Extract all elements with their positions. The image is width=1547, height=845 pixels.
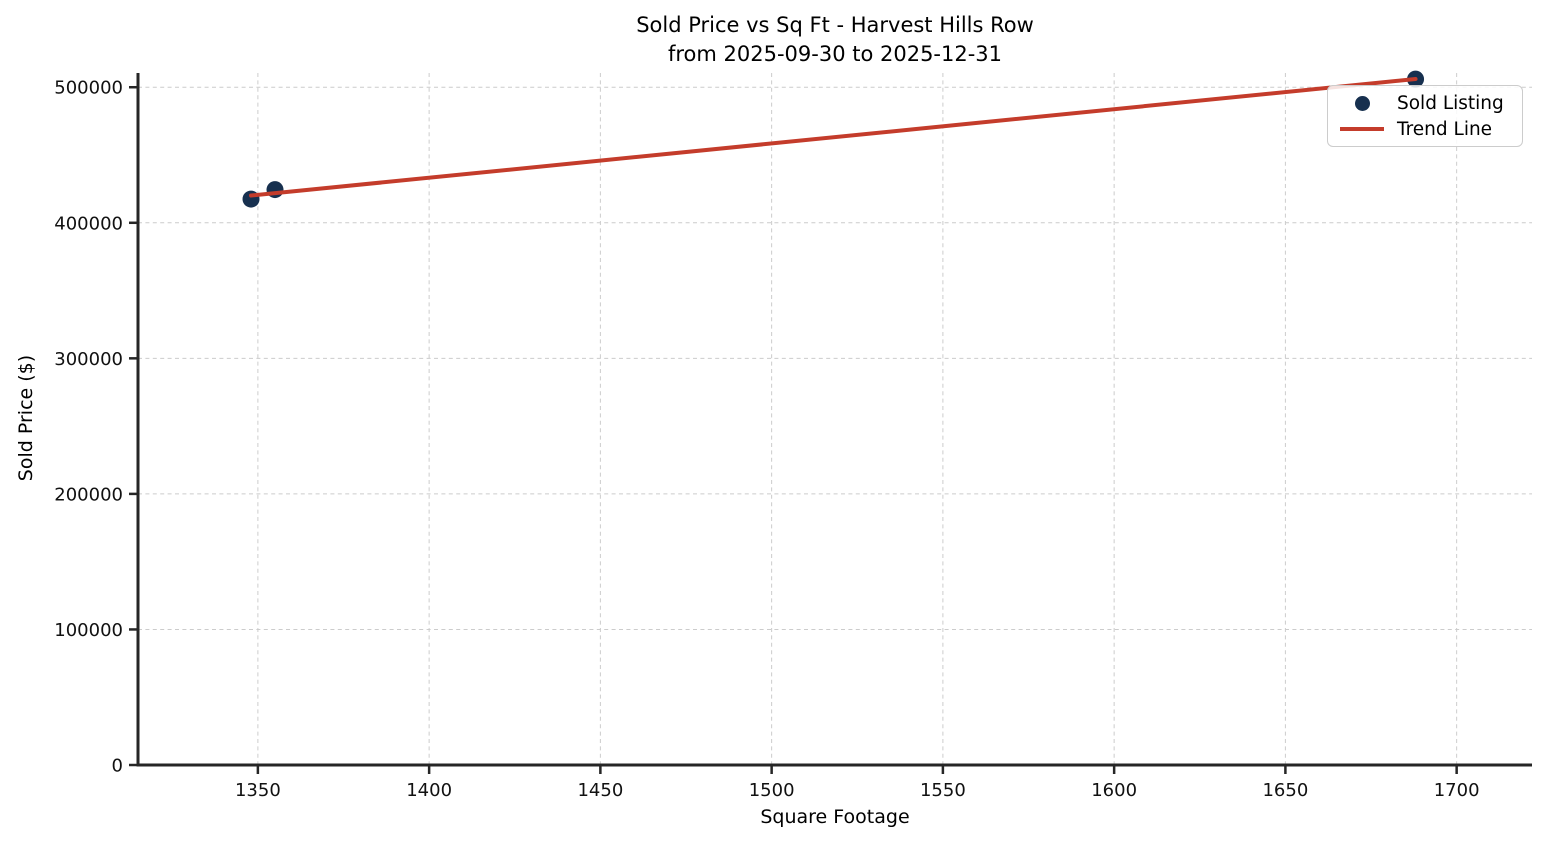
x-axis-label: Square Footage <box>760 806 910 828</box>
x-tick-label: 1600 <box>1091 780 1137 801</box>
y-tick-label: 100000 <box>54 620 123 641</box>
x-tick-label: 1450 <box>577 780 623 801</box>
x-tick-label: 1550 <box>920 780 966 801</box>
y-tick-label: 500000 <box>54 78 123 99</box>
x-tick-label: 1700 <box>1434 780 1480 801</box>
legend: Sold Listing Trend Line <box>1327 85 1523 147</box>
trend-line-marker-icon <box>1340 127 1384 131</box>
legend-label-trend-line: Trend Line <box>1397 118 1493 140</box>
chart-title-line2: from 2025-09-30 to 2025-12-31 <box>667 42 1003 66</box>
legend-item-trend-line: Trend Line <box>1336 116 1514 142</box>
scatter-marker-icon <box>1354 95 1370 111</box>
chart-title-line1: Sold Price vs Sq Ft - Harvest Hills Row <box>636 13 1034 37</box>
y-tick-label: 300000 <box>54 349 123 370</box>
legend-marker-cell <box>1336 127 1388 131</box>
legend-marker-cell <box>1336 95 1388 111</box>
legend-item-sold-listing: Sold Listing <box>1336 90 1514 116</box>
x-tick-label: 1650 <box>1262 780 1308 801</box>
y-tick-label: 0 <box>112 756 123 777</box>
y-axis-label: Sold Price ($) <box>15 354 37 482</box>
x-tick-label: 1400 <box>406 780 452 801</box>
trend-line <box>249 77 1418 198</box>
x-tick-label: 1350 <box>235 780 281 801</box>
y-tick-label: 200000 <box>54 484 123 505</box>
x-tick-label: 1500 <box>749 780 795 801</box>
chart-title: Sold Price vs Sq Ft - Harvest Hills Row … <box>138 11 1532 69</box>
y-tick-label: 400000 <box>54 213 123 234</box>
legend-label-sold-listing: Sold Listing <box>1397 92 1504 114</box>
